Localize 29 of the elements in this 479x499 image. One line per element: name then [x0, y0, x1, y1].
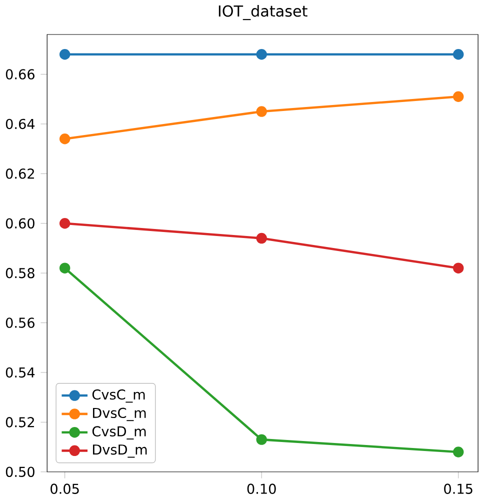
point	[256, 434, 268, 445]
x-tick-label: 0.10	[248, 484, 276, 494]
point	[453, 262, 464, 274]
y-tick-label: 0.62	[6, 168, 34, 179]
y-tick-label: 0.66	[6, 69, 35, 80]
x-tick-label: 0.05	[50, 484, 80, 494]
point	[60, 134, 70, 144]
point	[60, 218, 70, 229]
legend-label: CvsD_m	[92, 426, 146, 440]
y-tick-label: 0.52	[6, 417, 34, 428]
chart-title: IOT_dataset	[219, 5, 308, 20]
point	[256, 49, 268, 60]
point	[453, 91, 464, 102]
point	[60, 49, 70, 60]
point	[256, 106, 268, 117]
y-tick-label: 0.60	[6, 218, 35, 229]
y-tick-label: 0.54	[6, 367, 35, 378]
point	[453, 49, 464, 60]
y-tick-label: 0.64	[6, 118, 35, 130]
point	[453, 446, 464, 458]
y-tick-label: 0.58	[6, 268, 35, 278]
legend-label: DvsD_m	[93, 444, 147, 458]
point	[256, 232, 268, 244]
point	[60, 262, 70, 274]
legend-label: CvsC_m	[92, 389, 145, 403]
y-tick-label: 0.56	[6, 318, 35, 328]
y-tick-label: 0.50	[6, 466, 35, 478]
legend-label: DvsC_m	[93, 408, 146, 422]
x-tick-label: 0.15	[444, 484, 473, 494]
